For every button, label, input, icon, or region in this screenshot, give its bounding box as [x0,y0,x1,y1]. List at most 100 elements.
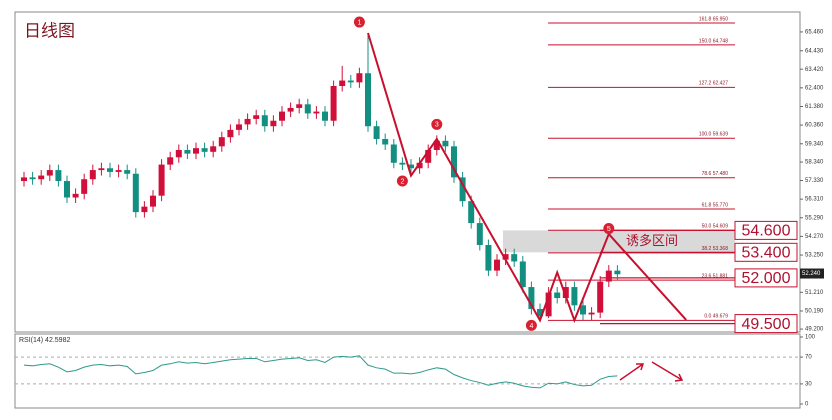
level-label: 52.000 [742,270,791,287]
y-tick-label: 50.190 [805,309,824,315]
candle-body [511,254,518,262]
candle-body [571,287,578,306]
candle-body [210,146,217,152]
candle-body [494,259,500,271]
fib-label: 78.6 57.480 [702,171,729,177]
y-tick-label: 60.360 [805,123,824,129]
candle-body [132,173,139,213]
y-tick-label: 54.270 [805,234,824,240]
y-tick-label: 56.310 [805,197,824,203]
candle-body [167,157,174,165]
candle-body [81,179,88,194]
rsi-tick-label: 100 [805,335,816,341]
candle-body [425,149,432,163]
y-tick-label: 53.250 [805,253,824,259]
level-box [734,242,798,262]
wave-marker [603,223,615,235]
candle-body [580,305,586,315]
candle-body [201,148,208,152]
candle-body [528,287,535,309]
candle-body [442,140,449,147]
wave-label: 3 [435,122,439,129]
candle-body [322,111,328,121]
level-box [734,220,798,240]
candle-body [339,80,346,87]
rsi-tick-label: 0 [805,402,809,408]
rsi-label: RSI(14) 42.5982 [19,337,70,344]
candle-body [365,73,371,127]
fib-label: 150.0 64.748 [699,38,728,44]
candle-body [89,170,96,180]
rsi-line [23,355,618,389]
candle-body [347,80,354,83]
candle-body [476,223,483,246]
wave-label: 2 [400,178,404,185]
fib-label: 100.0 59.639 [699,132,728,138]
candle-body [390,144,397,163]
candle-body [29,177,36,180]
candle-body [98,168,105,171]
candle-body [605,270,612,282]
y-tick-label: 51.210 [805,290,824,296]
candle-body [175,149,182,158]
rsi-tick-label: 70 [805,355,812,361]
current-price-label: 52.240 [802,271,821,277]
candle-body [545,292,552,317]
level-box [734,314,798,334]
candle-body [261,115,268,127]
candle-body [270,120,277,127]
candle-body [287,107,294,112]
rsi-tick-label: 30 [805,381,812,387]
candle-body [313,111,320,114]
candle-body [55,170,62,182]
y-tick-label: 65.460 [805,29,824,35]
candle-body [468,201,475,224]
y-tick-label: 61.380 [805,104,824,110]
candle-body [38,175,45,180]
candle-body [330,86,337,121]
candle-body [554,292,561,299]
fib-label: 38.2 53.368 [702,246,729,252]
candle-body [373,126,380,140]
fib-label: 0.0 49.679 [704,314,728,320]
candle-body [416,162,423,169]
y-tick-label: 57.330 [805,178,824,184]
candle-body [296,104,303,108]
rsi-frame [14,333,801,409]
candle-body [253,115,260,119]
candle-body [537,308,543,317]
candle-body [433,140,440,150]
candle-body [588,312,595,315]
candle-body [184,149,191,154]
candle-body [193,148,199,154]
wave-label: 5 [607,226,611,233]
level-label: 49.500 [742,316,791,333]
candle-body [519,261,526,288]
candle-body [244,118,251,125]
candle-body [356,73,363,83]
level-label: 54.600 [742,223,791,240]
fib-label: 50.0 54.609 [702,224,729,230]
current-price-box [800,268,824,279]
candle-body [107,168,113,172]
candle-body [382,139,389,145]
candle-body [141,206,148,213]
arrow-up [619,363,645,381]
candle-body [614,270,621,275]
fib-label: 127.2 62.427 [699,81,728,87]
candle-body [64,181,70,198]
wave-marker [431,118,443,130]
candle-body [485,245,492,271]
fib-label: 61.8 55.770 [702,202,729,208]
fib-label: 161.8 65.950 [699,16,728,22]
candle-body [46,170,53,176]
candle-body [597,281,604,313]
candle-body [399,162,406,165]
candle-body [115,170,122,172]
wave-marker [525,319,537,331]
zone-label: 诱多区间 [626,233,678,248]
wave-label: 1 [357,19,361,26]
candle-body [502,254,509,260]
candle-body [21,177,27,182]
